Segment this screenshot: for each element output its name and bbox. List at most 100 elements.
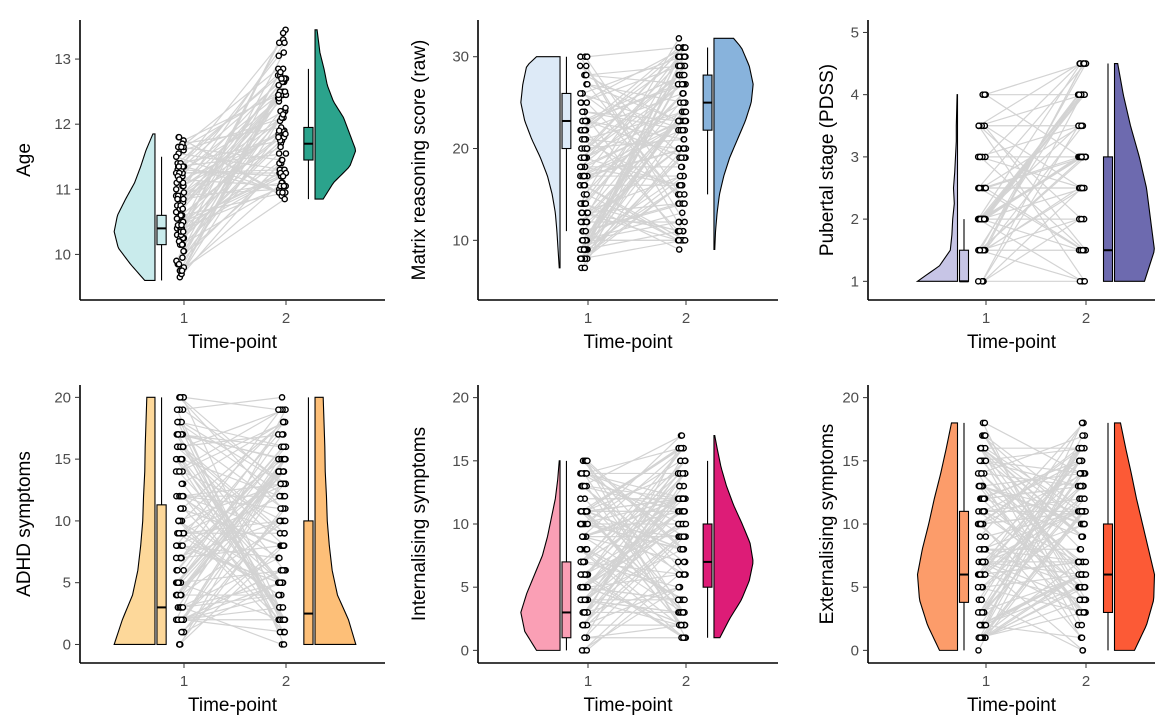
data-point	[279, 172, 287, 180]
data-point	[278, 394, 286, 401]
data-point	[179, 542, 186, 549]
data-point	[176, 468, 183, 475]
paired-line	[979, 510, 1083, 639]
data-points	[576, 432, 690, 654]
data-point	[982, 533, 990, 540]
data-point	[1078, 122, 1085, 130]
paired-line	[585, 74, 686, 85]
paired-line	[179, 520, 280, 621]
data-point	[578, 209, 586, 217]
paired-line	[584, 536, 685, 639]
paired-lines	[977, 62, 1087, 282]
data-point	[584, 209, 592, 217]
paired-line	[180, 458, 286, 596]
y-axis-title: Internalising symptoms	[409, 427, 430, 621]
data-point	[981, 91, 989, 98]
data-point	[675, 35, 683, 42]
paired-line	[985, 510, 1082, 538]
paired-line	[978, 125, 1086, 282]
data-points	[974, 419, 1090, 654]
paired-line	[182, 78, 282, 184]
y-tick-label: 12	[54, 116, 71, 133]
paired-line	[583, 93, 684, 195]
data-point	[681, 218, 688, 226]
boxplot-box-1	[958, 510, 970, 603]
x-tick-label: 1	[584, 310, 592, 327]
paired-line	[586, 548, 685, 601]
paired-line	[978, 611, 1084, 639]
y-axis-title: Age	[14, 143, 35, 177]
data-point	[583, 191, 590, 198]
data-point	[583, 647, 591, 654]
paired-line	[581, 111, 683, 241]
data-point	[676, 227, 683, 235]
paired-line	[177, 42, 285, 197]
data-point	[279, 189, 286, 196]
x-axis-title: Time-point	[188, 332, 278, 353]
data-point	[282, 130, 289, 138]
data-point	[174, 579, 182, 586]
paired-line	[586, 574, 680, 651]
data-point	[976, 246, 984, 254]
paired-line	[583, 74, 685, 186]
paired-line	[979, 156, 1083, 189]
paired-line	[581, 561, 679, 588]
paired-line	[582, 510, 683, 588]
paired-line	[582, 498, 680, 626]
data-point	[177, 591, 184, 599]
data-point	[681, 596, 688, 604]
density-violin-1	[113, 133, 156, 282]
data-point	[1076, 596, 1084, 604]
paired-line	[582, 92, 683, 168]
paired-line	[176, 545, 281, 584]
data-point	[584, 457, 591, 465]
chart-panel-2: 10 20 30 1 2 Time-point Matrix reasoning score…	[409, 20, 778, 353]
data-point	[579, 621, 587, 629]
data-point	[175, 517, 182, 525]
y-tick-label: 10	[452, 516, 469, 533]
data-point	[1080, 60, 1088, 67]
data-point	[173, 215, 181, 222]
paired-line	[580, 38, 680, 204]
data-point	[1077, 545, 1085, 553]
y-tick-label: 10	[54, 246, 71, 263]
data-point	[581, 181, 588, 189]
data-point	[280, 418, 287, 426]
data-point	[583, 218, 590, 226]
paired-line	[181, 185, 281, 246]
paired-line	[979, 249, 1085, 282]
paired-line	[583, 47, 686, 177]
data-point	[180, 189, 188, 196]
paired-line	[183, 582, 279, 633]
paired-line	[180, 139, 281, 164]
paired-line	[584, 129, 679, 232]
data-point	[680, 508, 688, 515]
density-violin-1	[915, 94, 959, 282]
chart-panel-3: 1 2 3 4 5 1 2 Time-point Pubertal stage (PDSS)	[817, 20, 1155, 353]
data-point	[275, 591, 283, 599]
y-tick-label: 5	[63, 575, 71, 592]
paired-lines	[175, 396, 287, 646]
data-point	[581, 596, 589, 604]
data-point	[1076, 470, 1084, 477]
data-point	[982, 571, 989, 578]
data-point	[679, 609, 687, 616]
y-tick-label: 11	[55, 181, 71, 198]
data-point	[281, 88, 289, 95]
data-point	[281, 628, 289, 636]
paired-line	[580, 498, 684, 525]
y-axis-title: ADHD symptoms	[14, 451, 35, 597]
data-point	[577, 218, 585, 226]
data-point	[1082, 571, 1090, 578]
data-point	[675, 218, 682, 226]
data-point	[680, 634, 687, 642]
data-point	[681, 191, 688, 198]
data-point	[276, 517, 283, 525]
paired-line	[182, 91, 286, 210]
paired-line	[583, 184, 679, 241]
paired-line	[979, 485, 1082, 626]
data-point	[179, 205, 187, 213]
x-tick-label: 2	[282, 673, 290, 690]
